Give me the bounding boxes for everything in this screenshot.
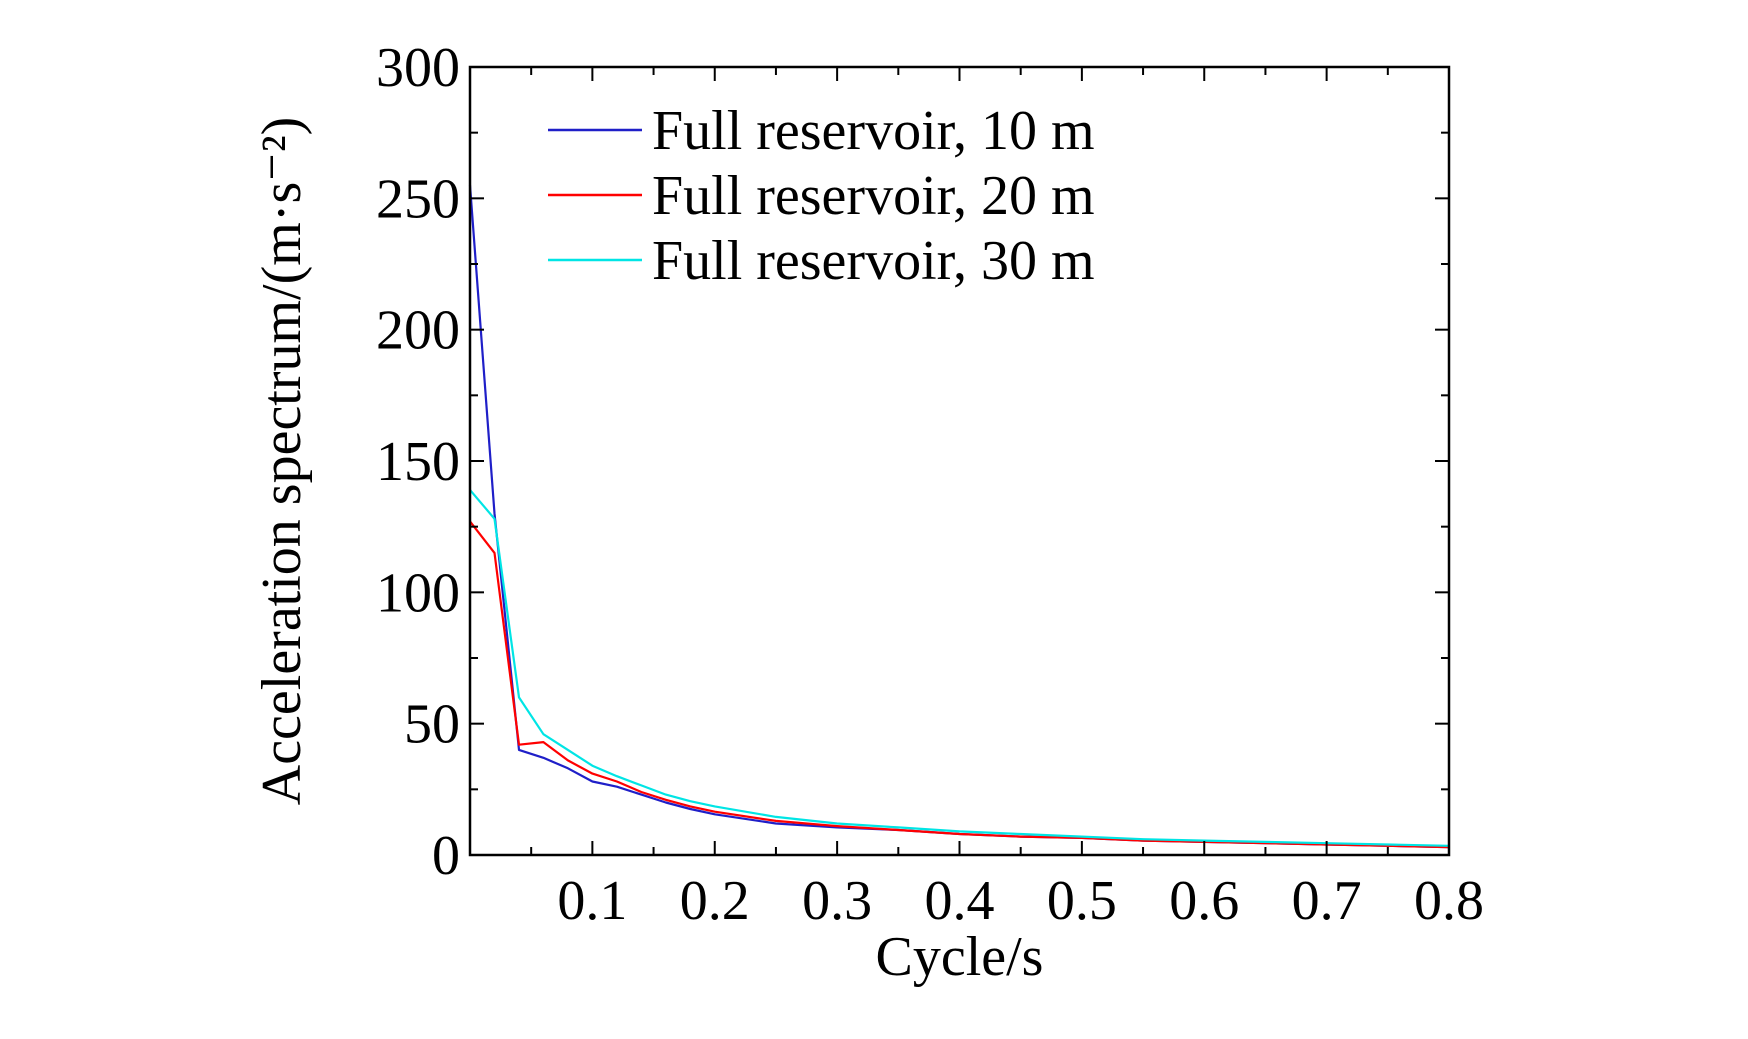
x-tick-label: 0.5 <box>1047 870 1117 932</box>
y-tick-label: 0 <box>432 825 460 887</box>
y-tick-label: 250 <box>376 168 460 230</box>
x-tick-label: 0.3 <box>802 870 872 932</box>
y-axis-title: Acceleration spectrum/(m·s⁻²) <box>251 117 313 806</box>
series-layer <box>468 185 1450 849</box>
x-tick-label: 0.6 <box>1169 870 1239 932</box>
x-tick-label: 0.1 <box>557 870 627 932</box>
y-tick-label: 100 <box>376 562 460 624</box>
ticks-layer: 0.1 0.2 0.3 0.4 0.5 0.6 0.7 0.8 0 50 100 150 200 250 3… <box>376 37 1484 932</box>
legend-label-3: Full reservoir, 30 m <box>652 230 1095 292</box>
y-tick-label: 300 <box>376 37 460 99</box>
x-tick-label: 0.8 <box>1414 870 1484 932</box>
x-tick-label: 0.2 <box>680 870 750 932</box>
series-line-3 <box>469 489 1450 847</box>
x-axis-title: Cycle/s <box>876 926 1044 988</box>
series-line-2 <box>469 520 1450 849</box>
legend-label-2: Full reservoir, 20 m <box>652 165 1095 227</box>
y-tick-label: 200 <box>376 300 460 362</box>
legend-label-1: Full reservoir, 10 m <box>652 100 1095 162</box>
y-tick-label: 150 <box>376 431 460 493</box>
x-tick-label: 0.4 <box>925 870 995 932</box>
y-tick-label: 50 <box>404 694 460 756</box>
x-tick-label: 0.7 <box>1292 870 1362 932</box>
